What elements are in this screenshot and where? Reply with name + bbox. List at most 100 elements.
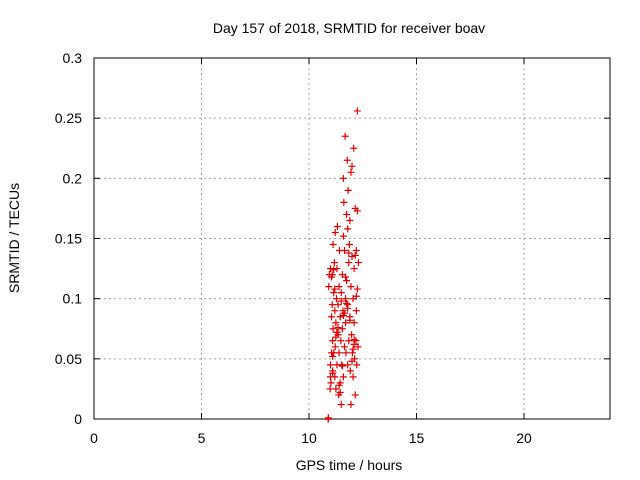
data-point	[331, 343, 339, 351]
data-point	[343, 299, 351, 307]
data-point	[330, 289, 338, 297]
data-point	[345, 337, 353, 345]
data-point	[331, 285, 339, 293]
x-axis-label: GPS time / hours	[296, 457, 403, 473]
data-point	[329, 352, 337, 360]
data-point	[353, 285, 361, 293]
data-point	[328, 313, 336, 321]
data-point	[332, 385, 340, 393]
y-tick-label: 0.05	[55, 351, 82, 367]
data-point	[346, 316, 354, 324]
data-point	[346, 367, 354, 375]
data-point	[352, 247, 360, 255]
x-tick-label: 0	[90, 430, 98, 446]
y-tick-label: 0.15	[55, 231, 82, 247]
data-points	[324, 107, 362, 423]
data-point	[334, 301, 342, 309]
data-point	[353, 361, 361, 369]
data-point	[339, 174, 347, 182]
data-point	[338, 361, 346, 369]
data-point	[333, 265, 341, 273]
data-point	[347, 401, 355, 409]
data-point	[349, 373, 357, 381]
data-point	[329, 241, 337, 249]
data-point	[352, 307, 360, 315]
data-point	[351, 391, 359, 399]
data-point	[333, 295, 341, 303]
data-point	[347, 283, 355, 291]
data-point	[348, 349, 356, 357]
y-tick-label: 0.1	[63, 291, 83, 307]
data-point	[336, 389, 344, 397]
data-point	[341, 132, 349, 140]
data-point	[340, 198, 348, 206]
data-point	[350, 144, 358, 152]
data-point	[351, 251, 359, 259]
data-point	[339, 373, 347, 381]
data-point	[350, 319, 358, 327]
y-tick-label: 0.2	[63, 170, 83, 186]
data-point	[350, 265, 358, 273]
data-point	[340, 247, 348, 255]
y-tick-label: 0.3	[63, 50, 83, 66]
data-point	[347, 168, 355, 176]
data-point	[343, 277, 351, 285]
data-point	[336, 313, 344, 321]
data-point	[344, 186, 352, 194]
data-point	[335, 381, 343, 389]
grid-lines	[94, 58, 610, 419]
data-point	[330, 266, 338, 274]
data-point	[342, 273, 350, 281]
data-point	[333, 328, 341, 336]
data-point	[337, 297, 345, 305]
data-point	[335, 283, 343, 291]
data-point	[332, 333, 340, 341]
data-point	[337, 337, 345, 345]
data-point	[327, 361, 334, 369]
data-point	[344, 225, 352, 233]
data-point	[350, 336, 358, 344]
data-point	[327, 379, 335, 387]
data-point	[348, 162, 356, 170]
data-point	[324, 414, 332, 422]
data-point	[346, 216, 354, 224]
data-point	[344, 361, 352, 369]
data-point	[328, 273, 336, 281]
data-point	[329, 369, 337, 377]
data-point	[331, 228, 339, 236]
data-point	[338, 362, 346, 370]
data-point	[334, 324, 342, 332]
x-tick-label: 15	[409, 430, 425, 446]
data-point	[327, 265, 334, 273]
data-point	[329, 337, 337, 345]
axis-ticks: 0 0.05 0.1 0.15 0.2 0.25 0.3 0 5 10 15 20	[55, 50, 610, 446]
y-axis-label: SRMTID / TECUs	[6, 183, 22, 293]
data-point	[352, 292, 360, 300]
data-point	[345, 241, 353, 249]
data-point	[337, 289, 345, 297]
data-point	[337, 401, 345, 409]
x-tick-label: 5	[198, 430, 206, 446]
data-point	[348, 331, 356, 339]
data-point	[335, 349, 343, 357]
data-point	[352, 337, 360, 345]
data-point	[339, 232, 347, 240]
data-point	[343, 156, 351, 164]
data-point	[354, 259, 362, 267]
data-point	[348, 253, 356, 261]
data-point	[338, 325, 346, 333]
data-point	[342, 295, 350, 303]
data-point	[342, 349, 350, 357]
plot-frame	[93, 57, 611, 420]
data-point	[342, 319, 350, 327]
data-point	[353, 107, 361, 115]
data-point	[330, 259, 338, 267]
data-point	[339, 312, 347, 320]
data-point	[349, 345, 357, 353]
data-point	[331, 307, 339, 315]
data-point	[340, 343, 348, 351]
data-point	[332, 319, 340, 327]
data-point	[325, 283, 333, 291]
data-point	[329, 325, 337, 333]
